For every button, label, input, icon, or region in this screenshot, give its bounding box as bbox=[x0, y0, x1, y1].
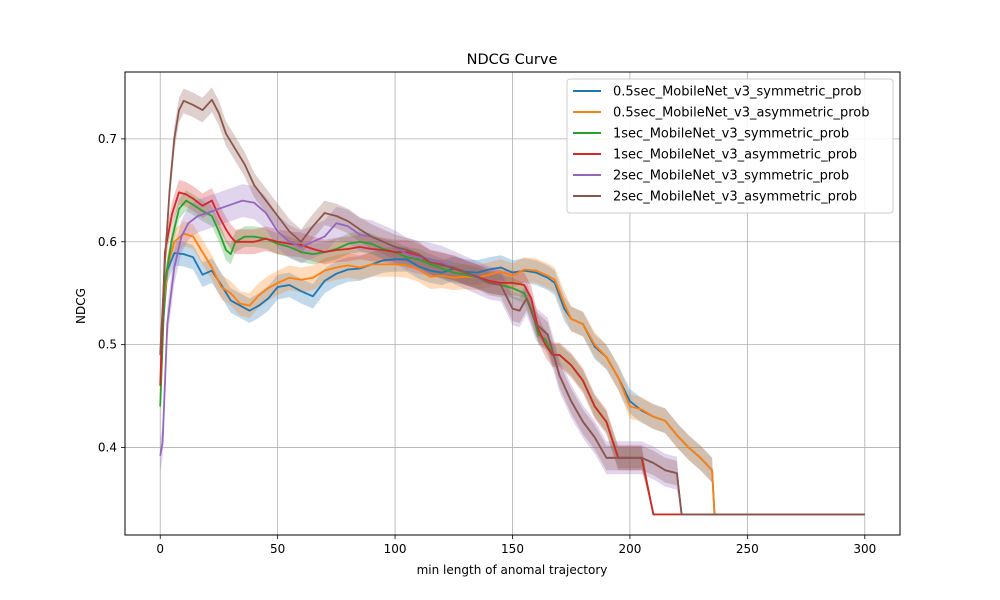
x-tick-label: 250 bbox=[736, 542, 759, 556]
x-tick-label: 50 bbox=[270, 542, 285, 556]
x-tick-label: 0 bbox=[156, 542, 164, 556]
legend-label: 2sec_MobileNet_v3_asymmetric_prob bbox=[613, 190, 857, 205]
legend-label: 2sec_MobileNet_v3_symmetric_prob bbox=[613, 169, 849, 184]
x-axis-label: min length of anomal trajectory bbox=[417, 563, 608, 577]
x-tick-label: 100 bbox=[384, 542, 407, 556]
series-1-band bbox=[162, 240, 865, 515]
axis-ticks: 0 50 100 150 200 250 300 0.4 0.5 0.6 0.7 bbox=[98, 132, 876, 556]
legend-label: 1sec_MobileNet_v3_asymmetric_prob bbox=[613, 148, 857, 163]
y-tick-label: 0.7 bbox=[98, 132, 117, 146]
legend-box bbox=[566, 78, 894, 214]
legend-label: 1sec_MobileNet_v3_symmetric_prob bbox=[613, 127, 849, 142]
y-tick-label: 0.4 bbox=[98, 441, 117, 455]
series-lines bbox=[159, 98, 865, 516]
y-axis-label: NDCG bbox=[74, 288, 88, 324]
y-tick-label: 0.6 bbox=[98, 235, 117, 249]
series-6-line bbox=[159, 98, 865, 516]
chart-title: NDCG Curve bbox=[467, 52, 558, 68]
confidence-bands bbox=[160, 87, 865, 515]
series-4-line bbox=[159, 191, 865, 516]
legend-label: 0.5sec_MobileNet_v3_symmetric_prob bbox=[613, 85, 862, 100]
series-6-band bbox=[160, 87, 865, 515]
series-2-line bbox=[161, 232, 865, 516]
x-tick-label: 200 bbox=[618, 542, 641, 556]
legend-label: 0.5sec_MobileNet_v3_asymmetric_prob bbox=[613, 106, 870, 121]
legend: 0.5sec_MobileNet_v3_symmetric_prob 0.5sec… bbox=[566, 78, 894, 214]
series-2-band bbox=[162, 221, 865, 515]
x-tick-label: 300 bbox=[853, 542, 876, 556]
y-tick-label: 0.5 bbox=[98, 338, 117, 352]
x-tick-label: 150 bbox=[501, 542, 524, 556]
series-5-band bbox=[160, 184, 865, 515]
